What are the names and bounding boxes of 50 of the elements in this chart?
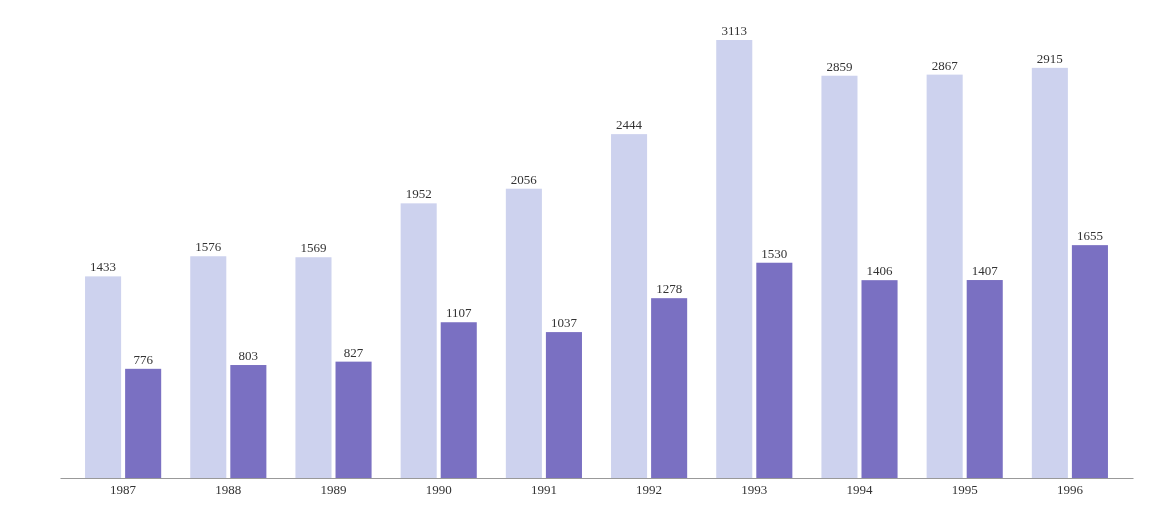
data-label: 803 <box>238 348 259 364</box>
data-label: 2056 <box>510 171 538 187</box>
x-tick-label: 1991 <box>530 482 557 497</box>
bar <box>611 134 648 478</box>
bar <box>861 280 898 478</box>
data-label: 2444 <box>616 117 643 133</box>
x-tick-label: 1992 <box>636 482 663 497</box>
data-label: 2859 <box>826 58 853 74</box>
bar <box>335 361 372 478</box>
bar <box>440 322 477 478</box>
data-label: 1278 <box>656 281 683 297</box>
data-label: 1433 <box>90 259 117 275</box>
bar <box>295 257 332 478</box>
data-label: 2867 <box>931 57 959 73</box>
data-label: 776 <box>133 351 154 367</box>
x-tick-label: 1990 <box>425 482 452 497</box>
bar <box>230 365 267 478</box>
x-tick-label: 1987 <box>110 482 137 497</box>
data-label: 827 <box>343 344 364 360</box>
bar <box>400 203 437 478</box>
bar <box>190 256 227 478</box>
bar <box>505 188 542 478</box>
bar <box>85 276 122 478</box>
data-label: 1107 <box>445 305 472 321</box>
x-tick-label: 1995 <box>951 482 978 497</box>
bar <box>125 368 162 478</box>
bar <box>1031 67 1068 478</box>
x-tick-label: 1989 <box>320 482 347 497</box>
data-label: 1576 <box>195 239 222 255</box>
x-tick-label: 1993 <box>741 482 768 497</box>
bar <box>1071 245 1108 478</box>
data-label: 1952 <box>405 186 432 202</box>
data-label: 1569 <box>300 240 327 256</box>
data-label: 2915 <box>1036 50 1063 66</box>
x-tick-label: 1994 <box>846 482 873 497</box>
bar <box>926 74 963 478</box>
bar <box>716 40 753 478</box>
x-tick-label: 1996 <box>1056 482 1084 497</box>
data-label: 1406 <box>866 263 894 279</box>
bar <box>966 280 1003 478</box>
x-tick-label: 1988 <box>215 482 242 497</box>
data-label: 1407 <box>971 263 999 279</box>
bar <box>756 262 793 478</box>
data-label: 3113 <box>721 23 748 38</box>
data-label: 1037 <box>550 315 578 331</box>
bar <box>821 75 858 478</box>
bar <box>545 332 582 478</box>
data-label: 1530 <box>761 245 788 261</box>
data-label: 1655 <box>1076 228 1103 244</box>
bar <box>651 298 688 478</box>
